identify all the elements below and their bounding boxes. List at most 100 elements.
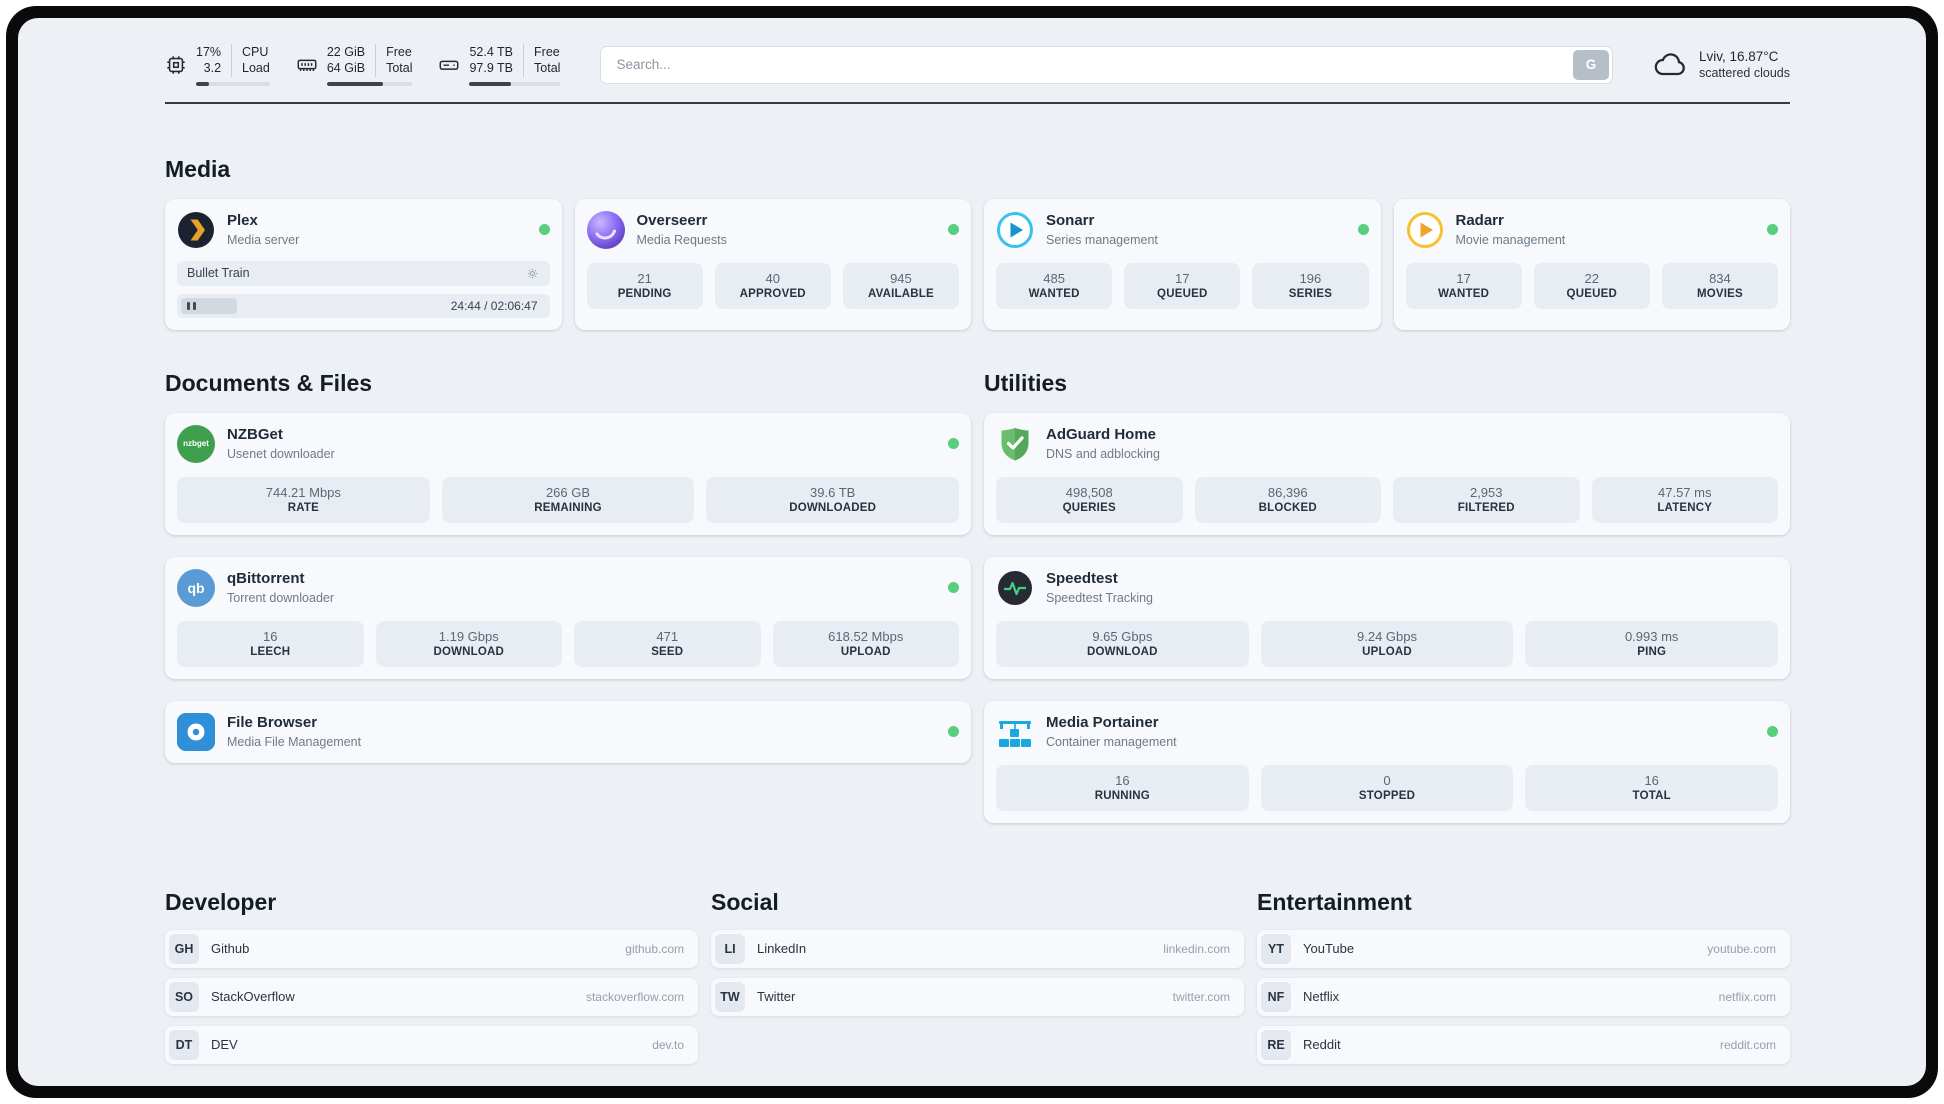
bookmark-name: Twitter bbox=[757, 989, 796, 1004]
app-desc: Media File Management bbox=[227, 735, 362, 749]
reddit-icon: RE bbox=[1261, 1029, 1291, 1060]
portainer-app-link[interactable]: Media Portainer Container management bbox=[996, 713, 1778, 751]
stat-download: 1.19 Gbps DOWNLOAD bbox=[375, 620, 562, 667]
filebrowser-icon bbox=[177, 712, 215, 751]
social-section: Social LI LinkedIn linkedin.com TW Twitt… bbox=[711, 889, 1244, 1064]
disk-free-value: 52.4 TB bbox=[469, 45, 514, 59]
ram-progress-bar bbox=[326, 81, 413, 86]
adguard-app-link[interactable]: AdGuard Home DNS and adblocking bbox=[996, 425, 1778, 463]
netflix-icon: NF bbox=[1261, 981, 1291, 1012]
stat-upload: 9.24 Gbps UPLOAD bbox=[1260, 620, 1514, 667]
cpu-icon bbox=[165, 54, 187, 76]
app-name: NZBGet bbox=[227, 426, 283, 443]
section-title-utilities: Utilities bbox=[984, 369, 1068, 396]
weather-widget: Lviv, 16.87°C scattered clouds bbox=[1653, 47, 1790, 83]
stats-row: 16 RUNNING 0 STOPPED 16 TOTAL bbox=[996, 764, 1779, 811]
stat-leech: 16 LEECH bbox=[177, 620, 364, 667]
nzbget-app-link[interactable]: nzbget NZBGet Usenet downloader bbox=[177, 424, 959, 463]
stat-upload: 618.52 Mbps UPLOAD bbox=[772, 620, 959, 667]
bookmark-name: LinkedIn bbox=[757, 941, 807, 956]
now-playing-title: Bullet Train bbox=[187, 266, 250, 280]
radarr-app-link[interactable]: Radarr Movie management bbox=[1406, 211, 1778, 249]
section-title-entertainment: Entertainment bbox=[1257, 888, 1412, 915]
bookmark-linkedin[interactable]: LI LinkedIn linkedin.com bbox=[711, 929, 1244, 968]
cpu-metric: 17% 3.2 CPU Load bbox=[165, 44, 270, 86]
plex-now-playing: Bullet Train bbox=[177, 260, 550, 286]
stat-blocked: 86,396 BLOCKED bbox=[1194, 476, 1381, 523]
app-name: Speedtest bbox=[1046, 570, 1118, 587]
status-online-dot bbox=[1357, 224, 1369, 235]
sonarr-icon bbox=[996, 211, 1034, 249]
stat-download: 9.65 Gbps DOWNLOAD bbox=[996, 620, 1249, 667]
overseerr-card: Overseerr Media Requests 21 PENDING 40 APP… bbox=[574, 198, 971, 330]
bookmark-reddit[interactable]: RE Reddit reddit.com bbox=[1257, 1025, 1790, 1064]
stats-row: 485 WANTED 17 QUEUED 196 SERIES bbox=[996, 262, 1369, 309]
bookmark-twitter[interactable]: TW Twitter twitter.com bbox=[711, 977, 1244, 1016]
ram-icon bbox=[296, 54, 318, 76]
app-name: Sonarr bbox=[1046, 212, 1095, 229]
plex-app-link[interactable]: Plex Media server bbox=[177, 211, 550, 249]
filebrowser-app-link[interactable]: File Browser Media File Management bbox=[177, 712, 959, 751]
disk-total-value: 97.9 TB bbox=[469, 61, 514, 76]
cpu-label: CPU bbox=[242, 45, 269, 59]
app-name: qBittorrent bbox=[227, 570, 305, 587]
stats-row: 16 LEECH 1.19 Gbps DOWNLOAD 471 SEED 618.52… bbox=[177, 620, 959, 667]
bookmark-dev[interactable]: DT DEV dev.to bbox=[165, 1025, 698, 1064]
nzbget-icon: nzbget bbox=[177, 424, 215, 463]
adguard-card: AdGuard Home DNS and adblocking 498,508 Q… bbox=[984, 412, 1790, 535]
radarr-card: Radarr Movie management 17 WANTED 22 QUEUE… bbox=[1393, 198, 1790, 330]
status-online-dot bbox=[948, 224, 959, 235]
stat-total: 16 TOTAL bbox=[1525, 764, 1779, 811]
stat-available: 945 AVAILABLE bbox=[842, 262, 960, 309]
search-engine-button[interactable]: G bbox=[1572, 49, 1609, 80]
app-name: Media Portainer bbox=[1046, 714, 1159, 731]
app-name: Overseerr bbox=[636, 212, 708, 229]
bookmark-name: DEV bbox=[211, 1037, 238, 1052]
weather-condition: scattered clouds bbox=[1698, 66, 1790, 81]
entertainment-section: Entertainment YT YouTube youtube.com NF … bbox=[1257, 889, 1790, 1064]
stat-stopped: 0 STOPPED bbox=[1260, 764, 1514, 811]
pause-button[interactable] bbox=[181, 297, 237, 314]
status-online-dot bbox=[948, 582, 959, 593]
qbittorrent-card: qb qBittorrent Torrent downloader 16 LEEC… bbox=[165, 556, 971, 679]
stat-rate: 744.21 Mbps RATE bbox=[177, 476, 430, 523]
sonarr-app-link[interactable]: Sonarr Series management bbox=[996, 211, 1369, 249]
bookmark-url: netflix.com bbox=[1718, 989, 1776, 1004]
stat-queued: 17 QUEUED bbox=[1124, 262, 1241, 309]
status-online-dot bbox=[538, 224, 550, 235]
documents-column: Documents & Files nzbget NZBGet Usenet d… bbox=[165, 370, 971, 763]
github-icon: GH bbox=[169, 933, 199, 964]
gear-icon[interactable] bbox=[525, 266, 540, 281]
bookmark-netflix[interactable]: NF Netflix netflix.com bbox=[1257, 977, 1790, 1016]
media-grid: Plex Media server Bullet Train 24:44 / 0… bbox=[165, 198, 1790, 330]
nzbget-card: nzbget NZBGet Usenet downloader 744.21 M… bbox=[165, 412, 971, 535]
bookmark-stackoverflow[interactable]: SO StackOverflow stackoverflow.com bbox=[165, 977, 698, 1016]
status-online-dot bbox=[948, 726, 959, 737]
bookmark-youtube[interactable]: YT YouTube youtube.com bbox=[1257, 929, 1790, 968]
stats-row: 498,508 QUERIES 86,396 BLOCKED 2,953 FILTER… bbox=[996, 476, 1778, 523]
bookmark-github[interactable]: GH Github github.com bbox=[165, 929, 698, 968]
bookmark-name: Netflix bbox=[1303, 989, 1340, 1004]
qbittorrent-app-link[interactable]: qb qBittorrent Torrent downloader bbox=[177, 568, 959, 607]
overseerr-app-link[interactable]: Overseerr Media Requests bbox=[586, 210, 959, 249]
radarr-icon bbox=[1406, 211, 1444, 249]
bookmark-url: youtube.com bbox=[1707, 941, 1776, 956]
stat-queries: 498,508 QUERIES bbox=[996, 476, 1183, 523]
app-name: AdGuard Home bbox=[1046, 426, 1157, 443]
stat-latency: 47.57 ms LATENCY bbox=[1591, 476, 1778, 523]
plex-icon bbox=[177, 211, 215, 249]
speedtest-app-link[interactable]: Speedtest Speedtest Tracking bbox=[996, 569, 1778, 607]
bookmark-url: stackoverflow.com bbox=[585, 989, 684, 1004]
section-title-developer: Developer bbox=[165, 888, 277, 915]
qbittorrent-icon: qb bbox=[177, 568, 215, 607]
plex-player-bar: 24:44 / 02:06:47 bbox=[177, 293, 550, 318]
search-input[interactable] bbox=[604, 57, 1573, 73]
cpu-load-label: Load bbox=[242, 61, 270, 76]
disk-progress-bar bbox=[469, 81, 561, 86]
twitter-icon: TW bbox=[715, 981, 745, 1012]
app-desc: Torrent downloader bbox=[227, 591, 335, 605]
cpu-load-value: 3.2 bbox=[203, 61, 222, 76]
app-desc: Usenet downloader bbox=[227, 447, 335, 461]
bookmark-name: YouTube bbox=[1303, 941, 1355, 956]
stat-running: 16 RUNNING bbox=[996, 764, 1249, 811]
